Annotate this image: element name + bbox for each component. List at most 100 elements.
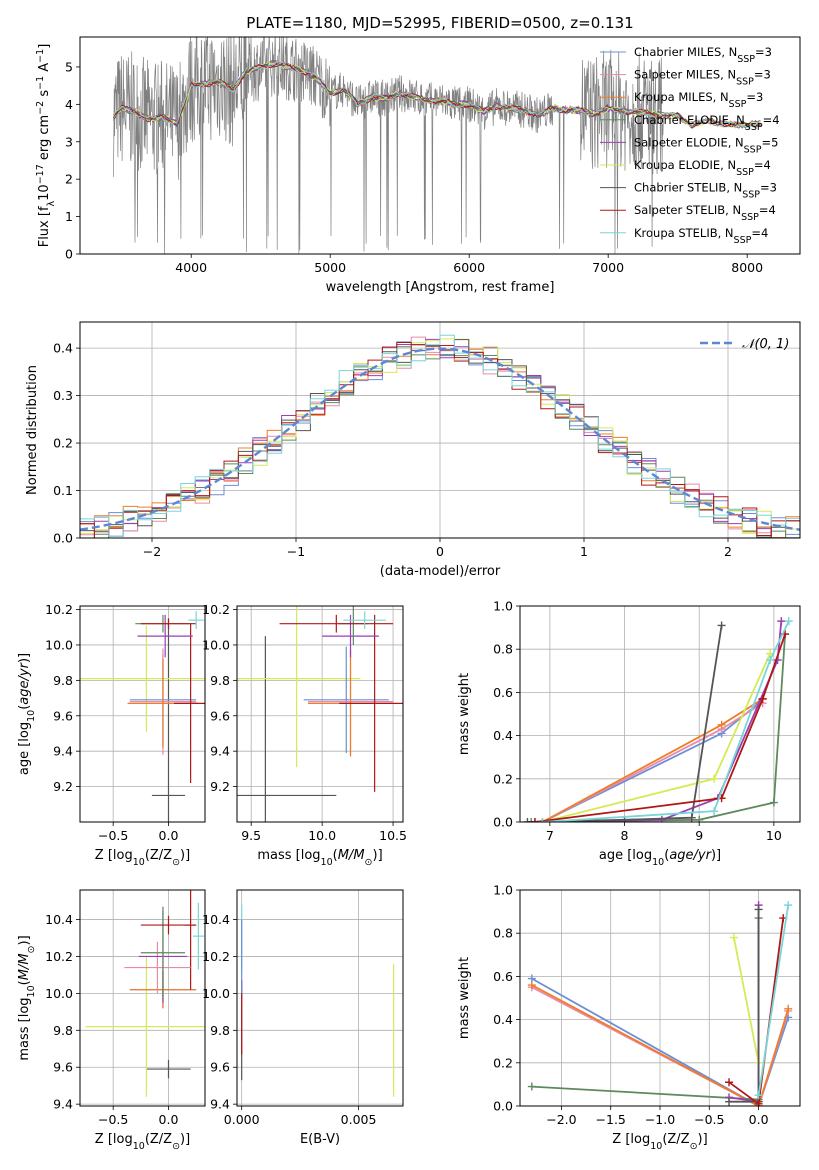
weight-marker (754, 1099, 763, 1106)
weight-line (531, 634, 786, 822)
y-tick-label: 9.6 (53, 1060, 73, 1075)
weight-marker (687, 813, 696, 822)
legend-entry: Salpeter STELIB, NSSP=4 (634, 203, 776, 223)
x-tick-label: −1.5 (596, 1112, 626, 1127)
weight-line (531, 977, 790, 1106)
weight-marker (766, 656, 775, 664)
weight-marker (729, 933, 738, 942)
legend-entry: Kroupa MILES, NSSP=3 (634, 90, 763, 110)
plot-area (80, 611, 205, 822)
x-tick-label: 7000 (592, 260, 624, 275)
legend-entry: Kroupa STELIB, NSSP=4 (634, 226, 768, 246)
y-tick-label: 9.8 (53, 673, 73, 688)
x-tick-label: 0.000 (224, 1112, 260, 1127)
y-tick-label: 4 (65, 97, 73, 112)
y-tick-label: 10.4 (202, 912, 230, 927)
x-tick-label: 10.0 (308, 828, 336, 843)
legend-entry: Salpeter ELODIE, NSSP=5 (634, 135, 778, 155)
legend-entry: Chabrier STELIB, NSSP=3 (634, 181, 777, 201)
errorbar-point (140, 906, 186, 999)
y-tick-label: 9.4 (210, 1097, 230, 1112)
weight-marker (657, 815, 666, 822)
y-axis-label: mass weight (457, 673, 472, 755)
y-tick-label: 0.2 (53, 436, 73, 451)
spectrum-panel: 4000 5000 6000 7000 8000 0 1 2 3 4 5 wavelength [An… (35, 36, 801, 295)
y-tick-label: 0.6 (493, 969, 513, 984)
weight-line (531, 984, 790, 1106)
weight-line (733, 937, 760, 1063)
x-axis-label: age [log10(age/yr)] (599, 848, 721, 868)
plot-area (80, 334, 800, 538)
x-tick-label: −0.5 (694, 1112, 724, 1127)
legend-entry: 𝒩(0, 1) (742, 337, 789, 352)
weight-marker (695, 815, 704, 822)
x-tick-label: 10 (766, 828, 782, 843)
weight-marker (784, 901, 793, 910)
y-tick-label: 0.8 (493, 642, 513, 657)
legend-entry: Salpeter MILES, NSSP=3 (634, 68, 771, 88)
x-tick-label: −1 (287, 544, 305, 559)
y-tick-label: 0.2 (493, 771, 513, 786)
errorbar-point (237, 636, 337, 822)
x-tick-label: 0.0 (159, 1112, 179, 1127)
weight-line (534, 633, 786, 822)
x-tick-label: 0.0 (749, 1112, 769, 1127)
y-tick-label: 9.4 (53, 744, 73, 759)
weight-marker (717, 621, 726, 630)
x-axis-label: Z [log10(Z/Z⊙)] (95, 848, 190, 868)
y-tick-label: 5 (65, 59, 73, 74)
x-tick-label: 0.005 (341, 1112, 377, 1127)
weight-line (534, 621, 783, 822)
y-axis-label: Flux [fλ10−17 erg cm−2 s−1 A−1] (35, 44, 57, 248)
errorbar-point (151, 618, 186, 822)
y-tick-label: 10.2 (202, 602, 230, 617)
plot-area (112, 37, 761, 254)
axes-frame (519, 605, 801, 823)
x-axis-label: E(B-V) (300, 1132, 340, 1147)
axes-frame (236, 605, 404, 823)
weight-marker (710, 807, 719, 816)
errorbar-point (339, 614, 403, 792)
y-tick-label: 1.0 (493, 883, 513, 898)
errorbar-point (237, 606, 361, 768)
y-tick-label: 9.8 (53, 1023, 73, 1038)
x-axis-label: wavelength [Angstrom, rest frame] (326, 280, 555, 295)
weight-marker (725, 1078, 734, 1087)
weight-marker (527, 1082, 536, 1091)
y-tick-label: 0.2 (493, 1055, 513, 1070)
weight-marker (758, 694, 767, 703)
x-tick-label: 7 (546, 828, 554, 843)
legend: Chabrier MILES, NSSP=3 Salpeter MILES, NS… (600, 45, 780, 245)
weight-vs-Z-panel: −2.0 −1.5 −1.0 −0.5 0.0 0.0 0.2 0.4 0.6 0.8 1.0 Z [… (457, 883, 801, 1152)
residual-histogram (80, 334, 800, 537)
x-axis-label: (data-model)/error (380, 564, 501, 579)
normal-curve (80, 347, 800, 531)
weight-marker (784, 1004, 793, 1013)
weight-marker (784, 617, 793, 626)
y-axis-label: mass [log10(M/M⊙)] (17, 935, 37, 1060)
weight-marker (769, 798, 778, 807)
x-tick-label: −2 (143, 544, 161, 559)
axes-frame (79, 605, 206, 823)
y-tick-label: 10.4 (45, 912, 73, 927)
plot-area (523, 617, 793, 822)
x-axis-label: mass [log10(M/M⊙)] (257, 848, 382, 868)
y-tick-label: 0.0 (493, 1099, 513, 1114)
y-tick-label: 0.4 (493, 1012, 513, 1027)
legend-entry: Kroupa ELODIE, NSSP=4 (634, 158, 771, 178)
errorbar-point (192, 902, 204, 970)
x-tick-label: 9 (695, 828, 703, 843)
y-tick-label: 10.2 (45, 949, 73, 964)
model-spectrum (113, 61, 761, 129)
y-tick-label: 0.8 (493, 926, 513, 941)
weight-marker (530, 818, 539, 822)
model-spectrum (113, 59, 761, 129)
y-tick-label: 9.6 (210, 708, 230, 723)
plot-area (85, 890, 205, 1097)
x-tick-label: 8 (621, 828, 629, 843)
residual-histogram (80, 346, 800, 538)
weight-line (531, 918, 760, 1101)
x-tick-label: 4000 (175, 260, 207, 275)
errorbar-point (343, 611, 386, 630)
